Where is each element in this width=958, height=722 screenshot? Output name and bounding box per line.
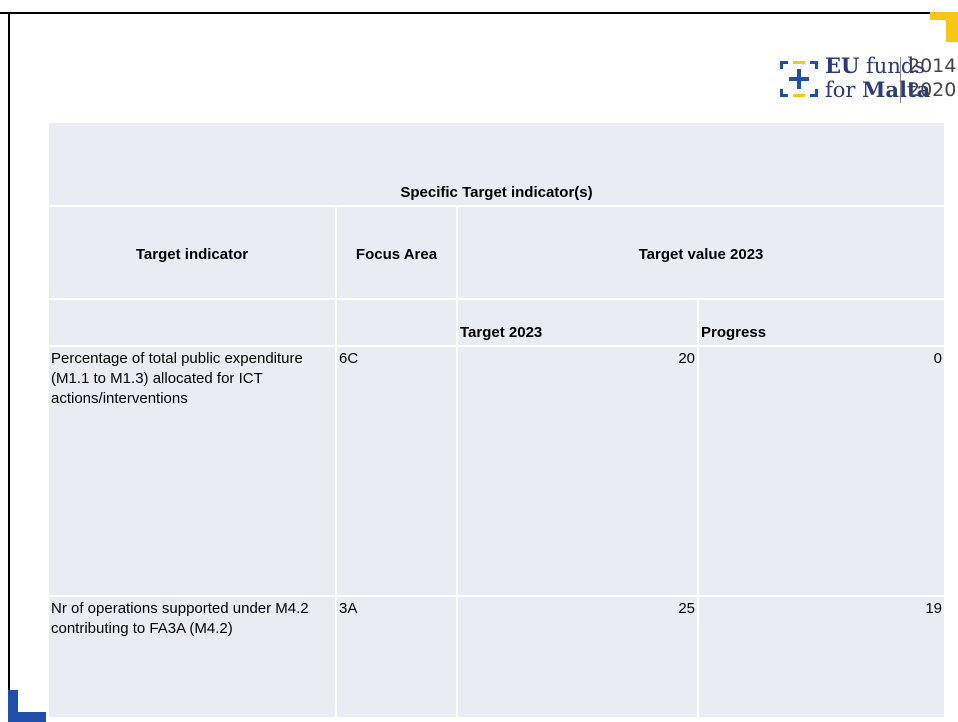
corner-yellow bbox=[930, 12, 958, 20]
logo-year-end: 2020 bbox=[908, 79, 957, 101]
cell: Nr of operations supported under M4.2 co… bbox=[47, 595, 337, 719]
corner-blue bbox=[8, 712, 46, 722]
empty-cell bbox=[47, 298, 337, 347]
logo-divider bbox=[900, 57, 901, 103]
target-table: Specific Target indicator(s) Target indi… bbox=[46, 121, 947, 719]
cell: 25 bbox=[456, 595, 699, 719]
corner-blue bbox=[8, 690, 18, 722]
table-title: Specific Target indicator(s) bbox=[46, 121, 947, 207]
header-cell: Target value 2023 bbox=[455, 205, 947, 300]
cell: Percentage of total public expenditure (… bbox=[47, 345, 337, 597]
header-cell: Focus Area bbox=[335, 205, 458, 300]
header-cell: Target indicator bbox=[47, 205, 337, 300]
logo-text: EU funds for Malta bbox=[825, 53, 931, 103]
cell: 3A bbox=[335, 595, 458, 719]
subheader-cell: Target 2023 bbox=[456, 298, 699, 347]
logo-year-start: 2014 bbox=[908, 55, 957, 77]
subheader-cell: Progress bbox=[696, 298, 947, 347]
cell: 6C bbox=[335, 345, 458, 597]
logo-years: 2014 2020 bbox=[908, 54, 956, 102]
frame-top bbox=[0, 12, 948, 14]
logo-eu: EU bbox=[825, 53, 860, 78]
logo-malta: Malta bbox=[862, 77, 931, 102]
empty-cell bbox=[335, 298, 458, 347]
cell: 0 bbox=[696, 345, 947, 597]
cell: 19 bbox=[696, 595, 947, 719]
logo-for: for bbox=[825, 78, 856, 102]
cell: 20 bbox=[456, 345, 699, 597]
frame-left bbox=[8, 12, 10, 692]
logo-icon bbox=[780, 61, 818, 97]
logo-funds: funds bbox=[866, 54, 926, 78]
